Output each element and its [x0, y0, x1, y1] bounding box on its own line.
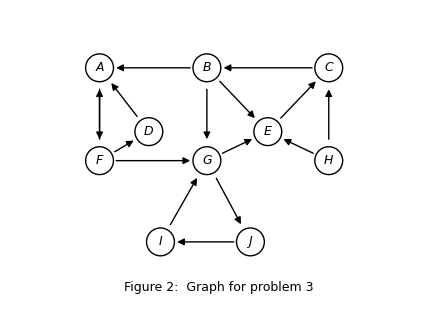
Circle shape: [86, 147, 114, 175]
Text: Figure 2:  Graph for problem 3: Figure 2: Graph for problem 3: [124, 281, 313, 294]
Text: I: I: [159, 235, 163, 248]
Circle shape: [135, 118, 163, 146]
Circle shape: [236, 228, 264, 256]
Text: D: D: [144, 125, 154, 138]
Text: E: E: [264, 125, 272, 138]
Circle shape: [86, 54, 114, 82]
Text: H: H: [324, 154, 333, 167]
Text: J: J: [249, 235, 252, 248]
Circle shape: [193, 147, 221, 175]
Text: F: F: [96, 154, 103, 167]
Circle shape: [315, 54, 343, 82]
Circle shape: [146, 228, 174, 256]
Text: C: C: [324, 61, 333, 74]
Text: G: G: [202, 154, 212, 167]
Text: A: A: [95, 61, 104, 74]
Circle shape: [193, 54, 221, 82]
Text: B: B: [203, 61, 211, 74]
Circle shape: [254, 118, 282, 146]
Circle shape: [315, 147, 343, 175]
